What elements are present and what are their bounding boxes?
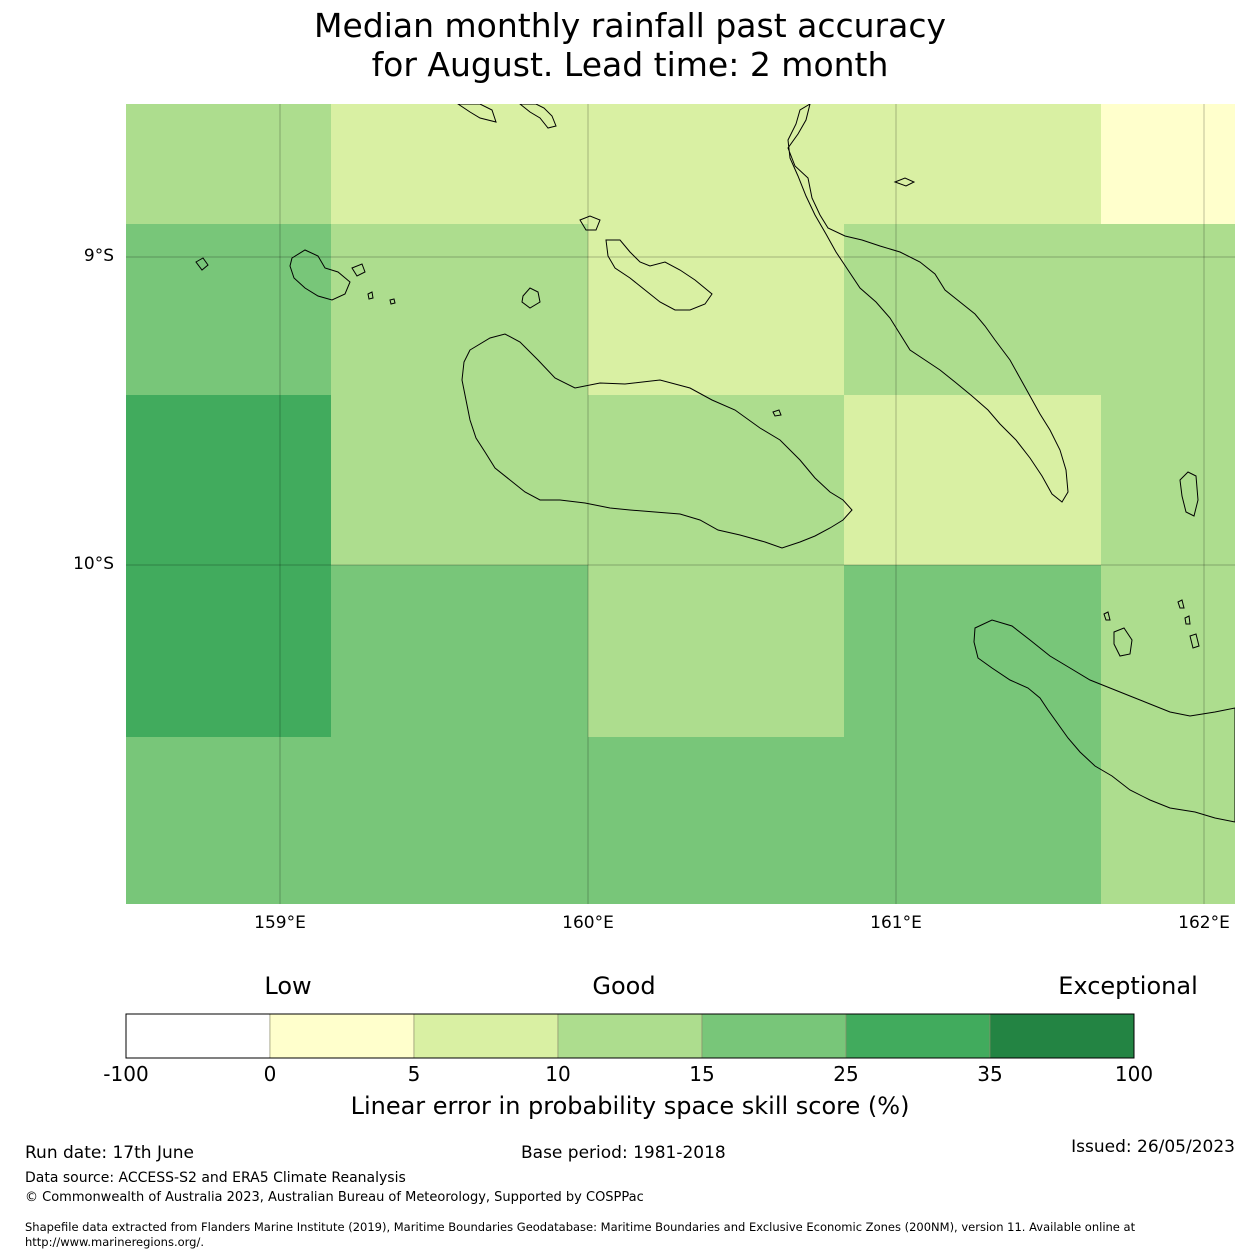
map-title-line-2: for August. Lead time: 2 month [371,45,889,84]
colorbar-tick-label: 25 [833,1062,859,1086]
grid-cell [331,104,588,224]
coastline-choiseul [787,104,1069,503]
grid-cell [844,224,1101,395]
grid-cell [588,224,844,395]
grid-cell [126,737,331,904]
grid-cell [1101,565,1235,737]
skill-score-grid [126,104,1235,904]
grid-cell [1101,395,1235,565]
grid-cell [588,565,844,737]
grid-cell [844,104,1101,224]
coastlines [195,104,1235,823]
colorbar-tick-label: 10 [545,1062,571,1086]
grid-cell [126,395,331,565]
grid-cell [1101,224,1235,395]
grid-cell [331,737,588,904]
base-period: Base period: 1981-2018 [521,1143,726,1163]
coastline-guadalcanal [973,619,1235,823]
data-source: Data source: ACCESS-S2 and ERA5 Climate … [25,1170,406,1186]
grid-cell [331,395,588,565]
coastline-new-georgia [289,249,351,301]
category-label-low: Low [264,972,312,1000]
colorbar-tick-label: 100 [1114,1062,1154,1086]
colorbar-tick-label: 35 [977,1062,1003,1086]
grid-cell [1101,104,1235,224]
latitude-label: 10°S [73,554,114,574]
latitude-label: 9°S [83,246,114,266]
colorbar-tick-label: -100 [103,1062,149,1086]
grid-cell [126,565,331,737]
longitude-label: 159°E [254,913,306,933]
grid-cell [588,104,844,224]
grid-cell [844,565,1101,737]
coastline-santa-isabel [461,333,853,549]
colorbar-tick-label: 5 [407,1062,421,1086]
grid-cell [331,224,588,395]
colorbar-tick-label: 15 [689,1062,715,1086]
grid-cell [1101,737,1235,904]
grid-cell [588,395,844,565]
shapefile-citation-line-1: Shapefile data extracted from Flanders M… [25,1220,1136,1234]
category-label-good: Good [592,972,656,1000]
copyright: © Commonwealth of Australia 2023, Austra… [25,1190,644,1205]
colorbar-axis-label: Linear error in probability space skill … [350,1092,910,1120]
issued-date: Issued: 26/05/2023 [1071,1137,1235,1157]
longitude-label: 161°E [870,913,922,933]
category-label-exceptional: Exceptional [1058,972,1198,1000]
grid-cell [844,737,1101,904]
grid-cell [126,224,331,395]
shapefile-citation-line-2: http://www.marineregions.org/. [25,1235,204,1249]
grid-cell [588,737,844,904]
colorbar-tick-label: 0 [263,1062,277,1086]
graticule [126,104,1235,904]
map-title-line-1: Median monthly rainfall past accuracy [313,6,947,45]
grid-cell [844,395,1101,565]
grid-cell [126,104,331,224]
longitude-label: 162°E [1178,913,1230,933]
run-date: Run date: 17th June [25,1143,194,1163]
longitude-label: 160°E [562,913,614,933]
grid-cell [331,565,588,737]
